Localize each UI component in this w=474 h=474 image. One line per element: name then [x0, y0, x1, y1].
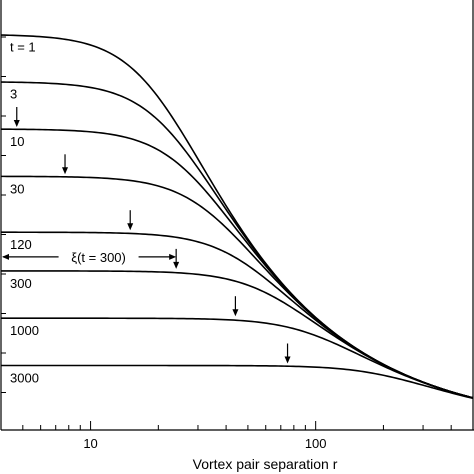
series-line	[0, 175, 474, 399]
series-line	[1, 317, 474, 399]
xi-arrow-head	[284, 356, 291, 364]
xi-arrow-head	[127, 223, 134, 231]
x-axis-title: Vortex pair separation r	[193, 456, 338, 472]
curve-label: 30	[10, 181, 24, 196]
curve-labels: t = 1 3 10 30 120 300 1000 3000	[10, 39, 39, 385]
xi-annotation: ξ(t = 300)	[2, 250, 177, 265]
curve-label: 3000	[10, 371, 39, 386]
series-line	[1, 270, 474, 399]
curve-label: 10	[10, 134, 24, 149]
annotation-text: ξ(t = 300)	[71, 250, 126, 265]
curve-label: 3	[10, 87, 17, 102]
curve-label: t = 1	[10, 39, 36, 54]
xi-arrow-head	[62, 167, 69, 175]
x-tick-label: 10	[83, 436, 97, 451]
xi-markers	[13, 107, 291, 364]
xi-arrow-head	[13, 120, 20, 127]
curve-label: 1000	[10, 323, 39, 338]
ticks: 10 100	[0, 36, 474, 451]
series-line	[0, 81, 474, 399]
curve-label: 300	[10, 276, 32, 291]
annotation-arrowhead-right	[169, 253, 177, 260]
xi-arrow-head	[173, 261, 180, 269]
curves	[0, 34, 474, 400]
x-tick-label: 100	[305, 436, 327, 451]
curve-label: 120	[10, 237, 32, 252]
series-line	[0, 34, 474, 399]
xi-arrow-head	[232, 309, 239, 317]
annotation-arrowhead-left	[2, 253, 9, 260]
series-line	[1, 364, 474, 400]
